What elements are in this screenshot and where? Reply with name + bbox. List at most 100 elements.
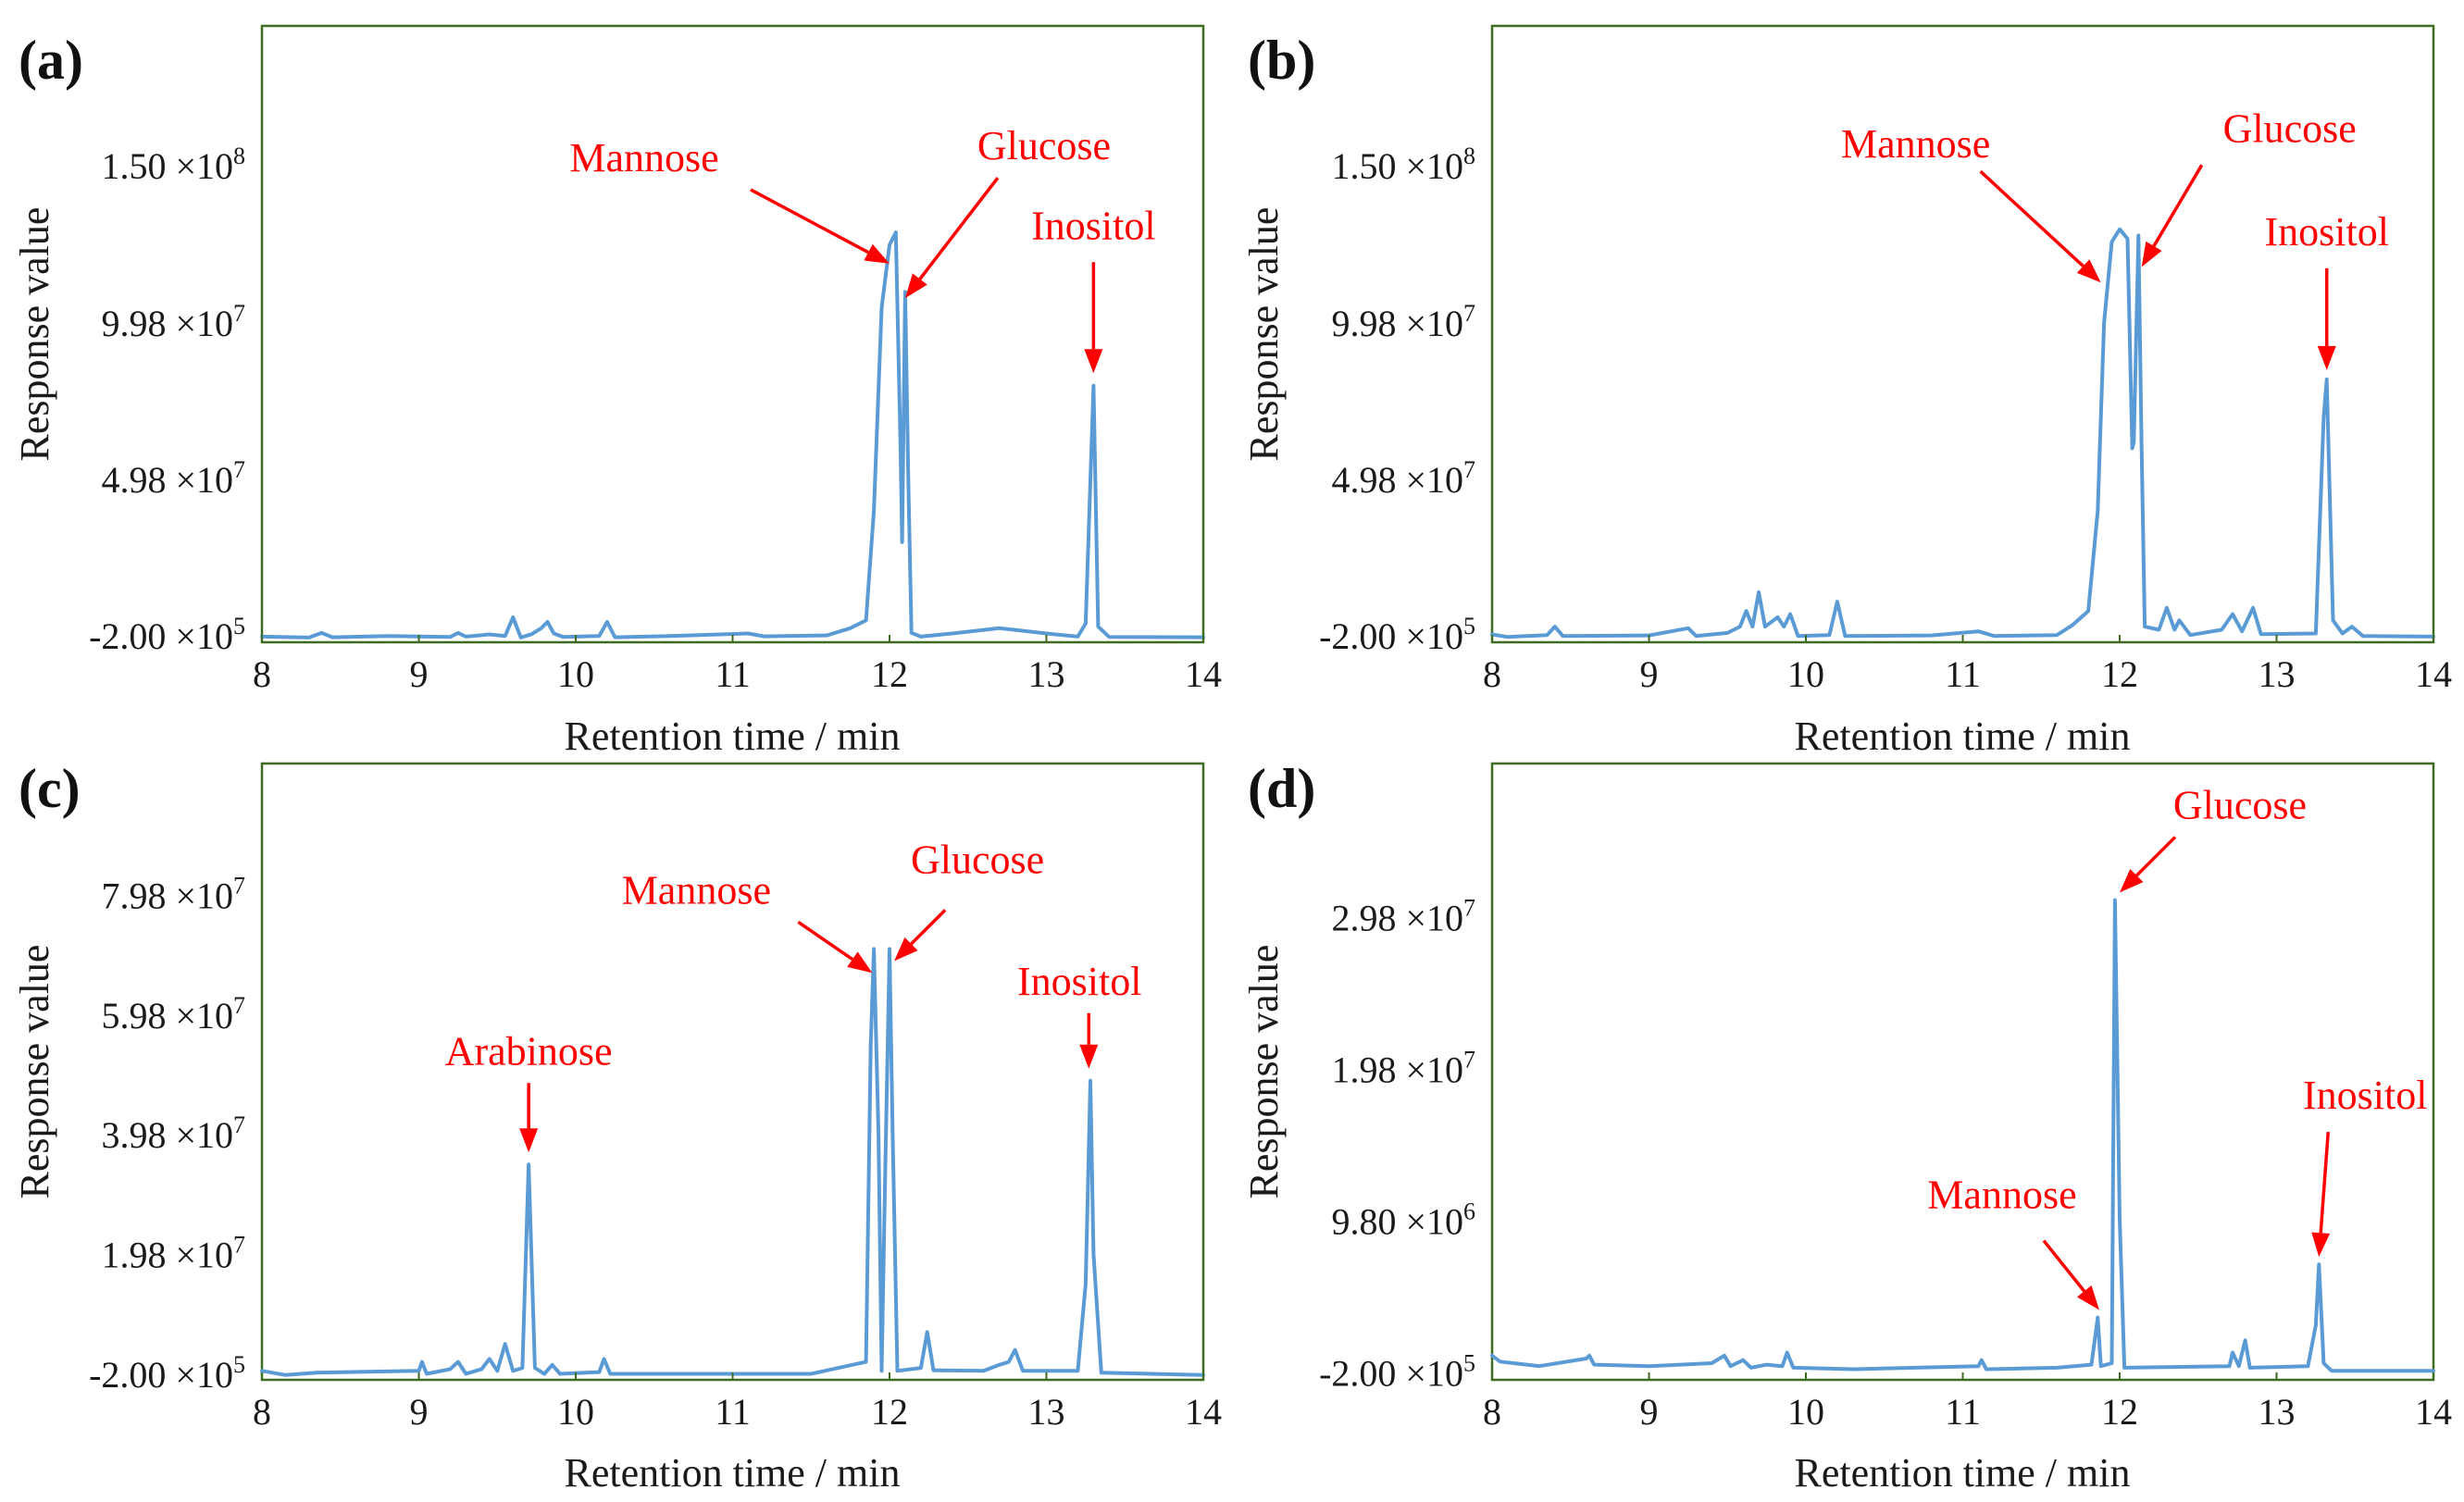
annotation-label: Inositol: [1017, 959, 1141, 1004]
x-tick-label: 14: [1185, 653, 1222, 695]
x-tick-label: 13: [1028, 653, 1065, 695]
y-tick-mantissa: 1.98 ×10: [1331, 1049, 1463, 1090]
x-tick-label: 10: [1787, 1391, 1824, 1433]
annotation-arrowhead: [2120, 868, 2144, 893]
y-tick-mantissa: 1.50 ×10: [1331, 145, 1463, 187]
x-tick-label: 8: [253, 1391, 271, 1433]
annotation-arrowhead: [904, 273, 927, 299]
y-tick-exponent: 5: [1463, 1349, 1475, 1376]
x-tick-label: 9: [410, 653, 429, 695]
x-axis: 8 9 10 11 12 13 14: [253, 1372, 1222, 1433]
peak-annotations: Mannose Glucose Inositol: [569, 123, 1156, 374]
annotation-arrowhead: [2141, 241, 2162, 267]
annotation-arrowhead: [2076, 259, 2101, 283]
y-tick-exponent: 7: [233, 1111, 245, 1138]
y-tick-exponent: 8: [233, 143, 245, 169]
y-tick-mantissa: -2.00 ×10: [1319, 1352, 1463, 1394]
annotation-arrow-line: [2042, 1239, 2086, 1293]
x-tick-label: 10: [557, 653, 594, 695]
y-tick-label: 9.98 ×107: [101, 300, 245, 344]
x-axis: 8 9 10 11 12 13 14: [253, 635, 1222, 695]
y-tick-exponent: 5: [1463, 613, 1475, 639]
y-tick-label: 5.98 ×107: [101, 992, 245, 1037]
y-tick-label: 9.80 ×106: [1331, 1198, 1475, 1242]
x-axis: 8 9 10 11 12 13 14: [1483, 635, 2452, 695]
x-tick-label: 9: [1640, 653, 1659, 695]
annotation-arrow-line: [2319, 1131, 2331, 1234]
y-tick-label: 1.98 ×107: [1331, 1046, 1475, 1090]
annotation-label: Inositol: [2303, 1073, 2427, 1118]
panel-label: (b): [1248, 30, 1315, 91]
y-tick-label: 4.98 ×107: [101, 456, 245, 501]
annotation-label: Arabinose: [445, 1028, 613, 1074]
annotation-arrowhead: [519, 1128, 539, 1153]
y-tick-mantissa: 1.98 ×10: [101, 1235, 233, 1276]
y-tick-label: -2.00 ×105: [1319, 613, 1475, 657]
annotation-label: Glucose: [2223, 106, 2357, 151]
y-tick-label: 4.98 ×107: [1331, 456, 1475, 501]
annotation-label: Mannose: [1927, 1173, 2076, 1218]
annotation-arrowhead: [864, 243, 890, 264]
y-tick-label: 2.98 ×107: [1331, 894, 1475, 938]
x-tick-label: 13: [2259, 1391, 2296, 1433]
y-tick-label: 1.50 ×108: [101, 143, 245, 187]
x-tick-label: 12: [871, 653, 908, 695]
chromatogram-trace: [260, 230, 1205, 639]
x-axis-title: Retention time / min: [1795, 1450, 2131, 1496]
annotation-label: Glucose: [2173, 782, 2307, 827]
annotation-arrowhead: [1084, 349, 1103, 374]
y-axis-title: Response value: [12, 207, 57, 462]
annotation-arrow-line: [918, 177, 1000, 280]
annotation-label: Mannose: [1841, 121, 1990, 167]
peak-annotations: Arabinose Mannose Glucose Inositol: [445, 837, 1141, 1153]
chromatogram-trace: [1490, 227, 2435, 639]
annotation-arrow-line: [1979, 169, 2084, 267]
plot-frame: [260, 762, 1205, 1382]
y-tick-exponent: 7: [1463, 300, 1475, 327]
chromatogram-trace: [260, 947, 1205, 1377]
y-axis-title: Response value: [1241, 945, 1287, 1199]
y-tick-exponent: 6: [1463, 1198, 1475, 1224]
x-tick-label: 14: [1185, 1391, 1222, 1433]
annotation-arrowhead: [2317, 345, 2336, 370]
annotation-arrowhead: [2311, 1232, 2331, 1258]
x-axis-title: Retention time / min: [1795, 714, 2131, 759]
x-tick-label: 10: [1787, 653, 1824, 695]
annotation-label: Glucose: [911, 837, 1044, 882]
y-tick-label: 1.50 ×108: [1331, 143, 1475, 187]
y-tick-exponent: 7: [233, 873, 245, 900]
x-tick-label: 14: [2415, 1391, 2452, 1433]
annotation-arrowhead: [894, 937, 918, 962]
y-tick-exponent: 5: [233, 1351, 245, 1378]
y-axis-title: Response value: [1241, 207, 1287, 462]
y-tick-mantissa: 5.98 ×10: [101, 995, 233, 1037]
x-axis-title: Retention time / min: [565, 714, 901, 759]
y-tick-mantissa: 3.98 ×10: [101, 1114, 233, 1156]
annotation-arrow-line: [750, 188, 869, 254]
panel-label: (c): [19, 758, 81, 819]
y-tick-exponent: 8: [1463, 143, 1475, 169]
y-axis: -2.00 ×105 9.80 ×106 1.98 ×107 2.98 ×107: [1319, 894, 1475, 1394]
panel-d: (d) 8 9 10 11 12 13 14 -2.00 ×105 9.80 ×106 1.98…: [1241, 758, 2452, 1496]
y-tick-mantissa: 9.98 ×10: [1331, 303, 1463, 344]
x-tick-label: 8: [1483, 1391, 1501, 1433]
annotation-arrow-line: [797, 920, 853, 962]
x-tick-label: 12: [2101, 1391, 2138, 1433]
annotation-label: Mannose: [622, 867, 771, 912]
x-tick-label: 11: [1945, 1391, 1981, 1433]
y-tick-label: 9.98 ×107: [1331, 300, 1475, 344]
annotation-arrow-line: [2152, 164, 2204, 247]
x-tick-label: 9: [410, 1391, 429, 1433]
y-tick-mantissa: 2.98 ×10: [1331, 897, 1463, 938]
y-tick-mantissa: 9.80 ×10: [1331, 1200, 1463, 1242]
panel-label: (d): [1248, 758, 1315, 819]
y-tick-label: -2.00 ×105: [1319, 1349, 1475, 1394]
annotation-arrowhead: [847, 951, 873, 974]
x-tick-label: 11: [715, 653, 751, 695]
plot-frame: [260, 24, 1205, 644]
